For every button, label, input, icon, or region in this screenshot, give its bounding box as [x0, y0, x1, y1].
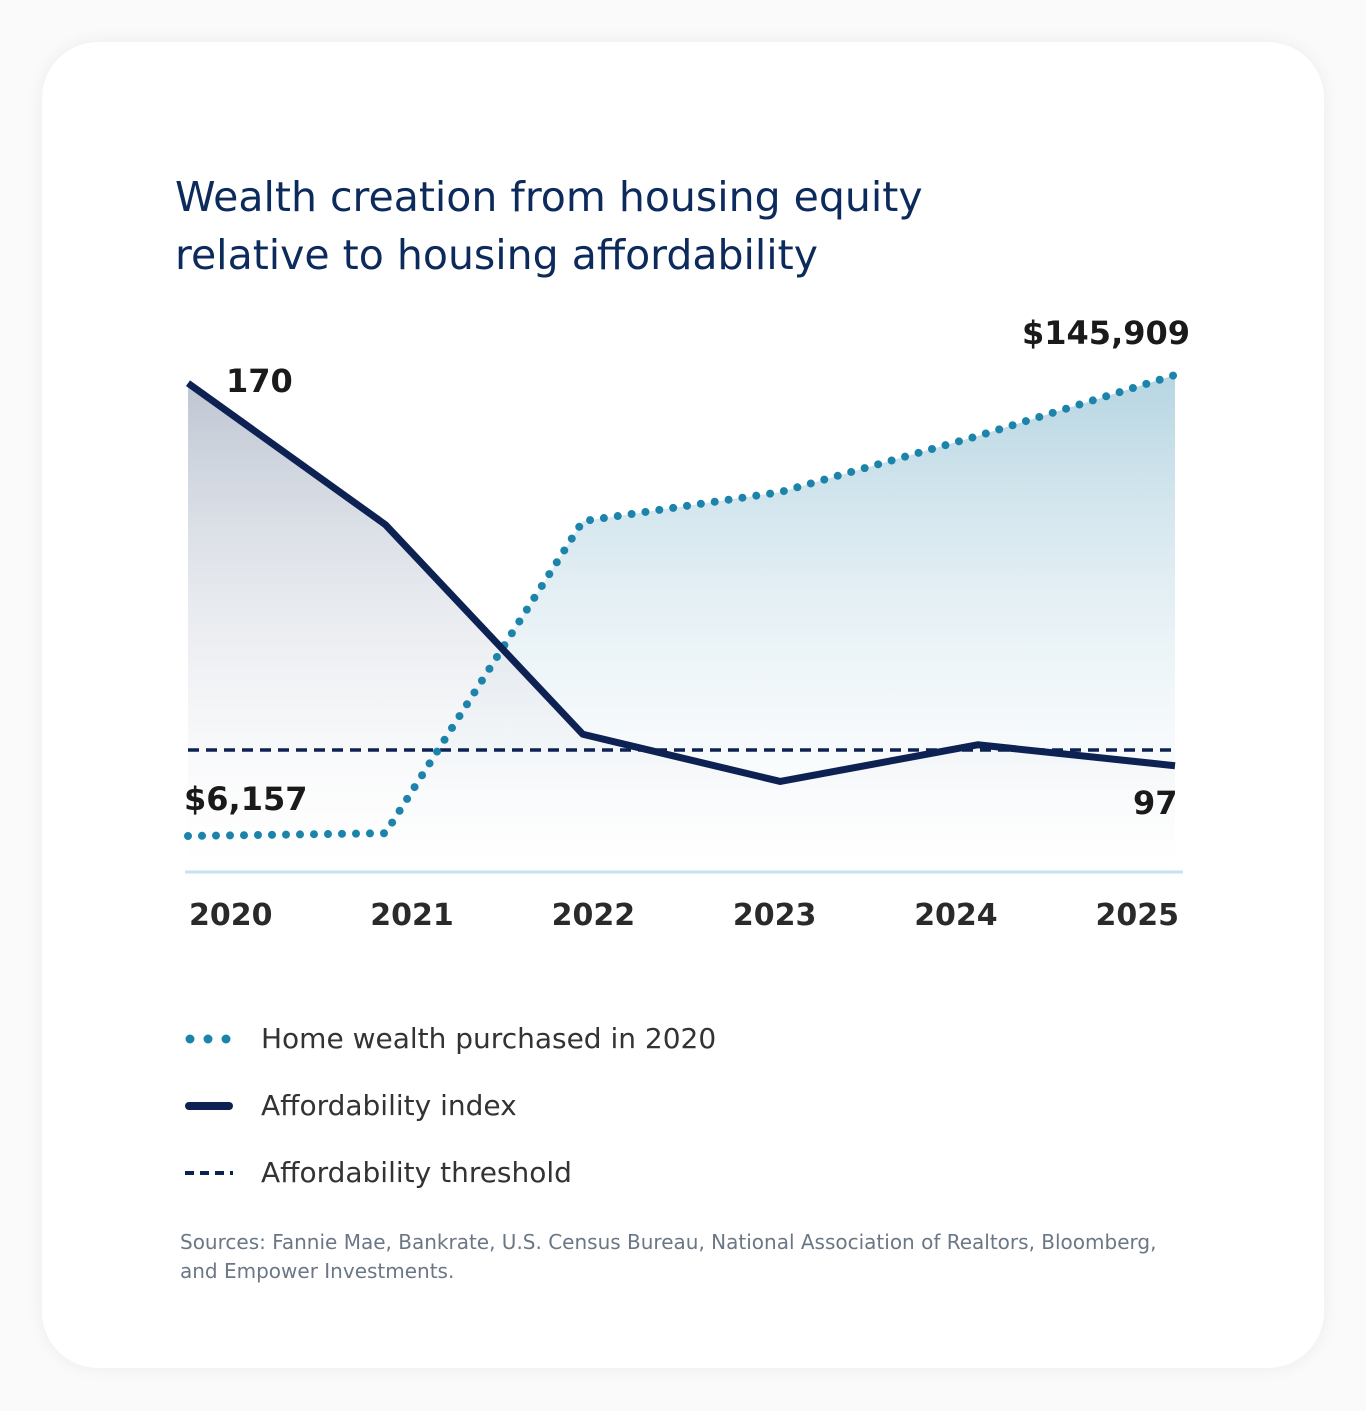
area-affordability-index: [188, 383, 1175, 865]
label-index-start: 170: [226, 362, 293, 400]
label-wealth-start: $6,157: [184, 780, 308, 818]
series-home-wealth: [184, 371, 1179, 840]
x-tick-label: 2023: [732, 898, 817, 933]
x-tick-label: 2020: [189, 898, 273, 933]
chart-title: Wealth creation from housing equity rela…: [175, 173, 923, 279]
solid-line-swatch-icon: [185, 1101, 233, 1110]
x-axis-labels: 2020 2021 2022 2023 2024 2025: [189, 898, 1179, 933]
legend-item-affordability-index: Affordability index: [185, 1072, 716, 1139]
dashed-line-swatch-icon: [185, 1170, 233, 1175]
label-index-end: 97: [1133, 784, 1178, 822]
area-home-wealth: [188, 375, 1175, 865]
legend-item-affordability-threshold: Affordability threshold: [185, 1139, 716, 1206]
sources-note: Sources: Fannie Mae, Bankrate, U.S. Cens…: [180, 1230, 1157, 1283]
legend: Home wealth purchased in 2020 Affordabil…: [185, 1005, 716, 1206]
label-wealth-end: $145,909: [1022, 314, 1191, 352]
dotted-line-swatch-icon: [185, 1034, 233, 1043]
series-affordability-index: [185, 380, 1176, 785]
x-tick-label: 2022: [551, 898, 636, 933]
x-tick-label: 2025: [1095, 898, 1179, 933]
x-tick-label: 2021: [370, 898, 454, 933]
legend-item-home-wealth: Home wealth purchased in 2020: [185, 1005, 716, 1072]
x-tick-label: 2024: [914, 898, 998, 933]
